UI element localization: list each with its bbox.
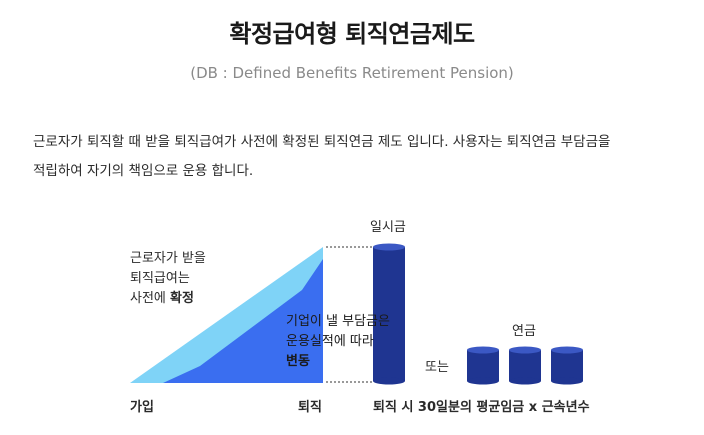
fixed-note-line-1: 근로자가 받을 <box>130 251 206 266</box>
variable-note-line-1: 기업이 낼 부담금은 <box>286 314 390 329</box>
fixed-note-prefix: 사전에 <box>130 291 171 306</box>
page-subtitle: (DB : Defined Benefits Retirement Pensio… <box>190 64 514 82</box>
annuity-cylinder-2 <box>509 346 541 385</box>
axis-end-label: 퇴직 <box>298 400 322 415</box>
benefit-formula: 퇴직 시 30일분의 평균임금 x 근속년수 <box>373 400 590 415</box>
annuity-cylinder-3 <box>551 346 583 385</box>
annuity-cylinder-1 <box>467 346 499 385</box>
fixed-note-line-2: 퇴직급여는 <box>130 271 190 286</box>
page-title: 확정급여형 퇴직연금제도 <box>229 20 475 48</box>
lump-sum-label: 일시금 <box>370 220 406 235</box>
axis-start-label: 가입 <box>130 400 154 415</box>
annuity-label: 연금 <box>512 324 536 339</box>
fixed-benefit-note: 근로자가 받을 퇴직급여는 사전에 확정 <box>130 249 206 309</box>
or-label: 또는 <box>425 360 449 375</box>
description: 근로자가 퇴직할 때 받을 퇴직급여가 사전에 확정된 퇴직연금 제도 입니다.… <box>33 128 693 186</box>
description-line-1: 근로자가 퇴직할 때 받을 퇴직급여가 사전에 확정된 퇴직연금 제도 입니다.… <box>33 134 611 150</box>
variable-note-line-2: 운용실적에 따라 <box>286 334 374 349</box>
variable-contribution-note: 기업이 낼 부담금은 운용실적에 따라 변동 <box>286 312 390 372</box>
fixed-note-line-3: 사전에 확정 <box>130 289 206 309</box>
variable-contribution-area <box>163 259 323 383</box>
variable-note-line-3: 변동 <box>286 354 310 369</box>
lump-sum-cylinder <box>373 243 405 385</box>
description-line-2: 적립하여 자기의 책임으로 운용 합니다. <box>33 163 254 179</box>
fixed-note-emphasis: 확정 <box>170 291 194 306</box>
